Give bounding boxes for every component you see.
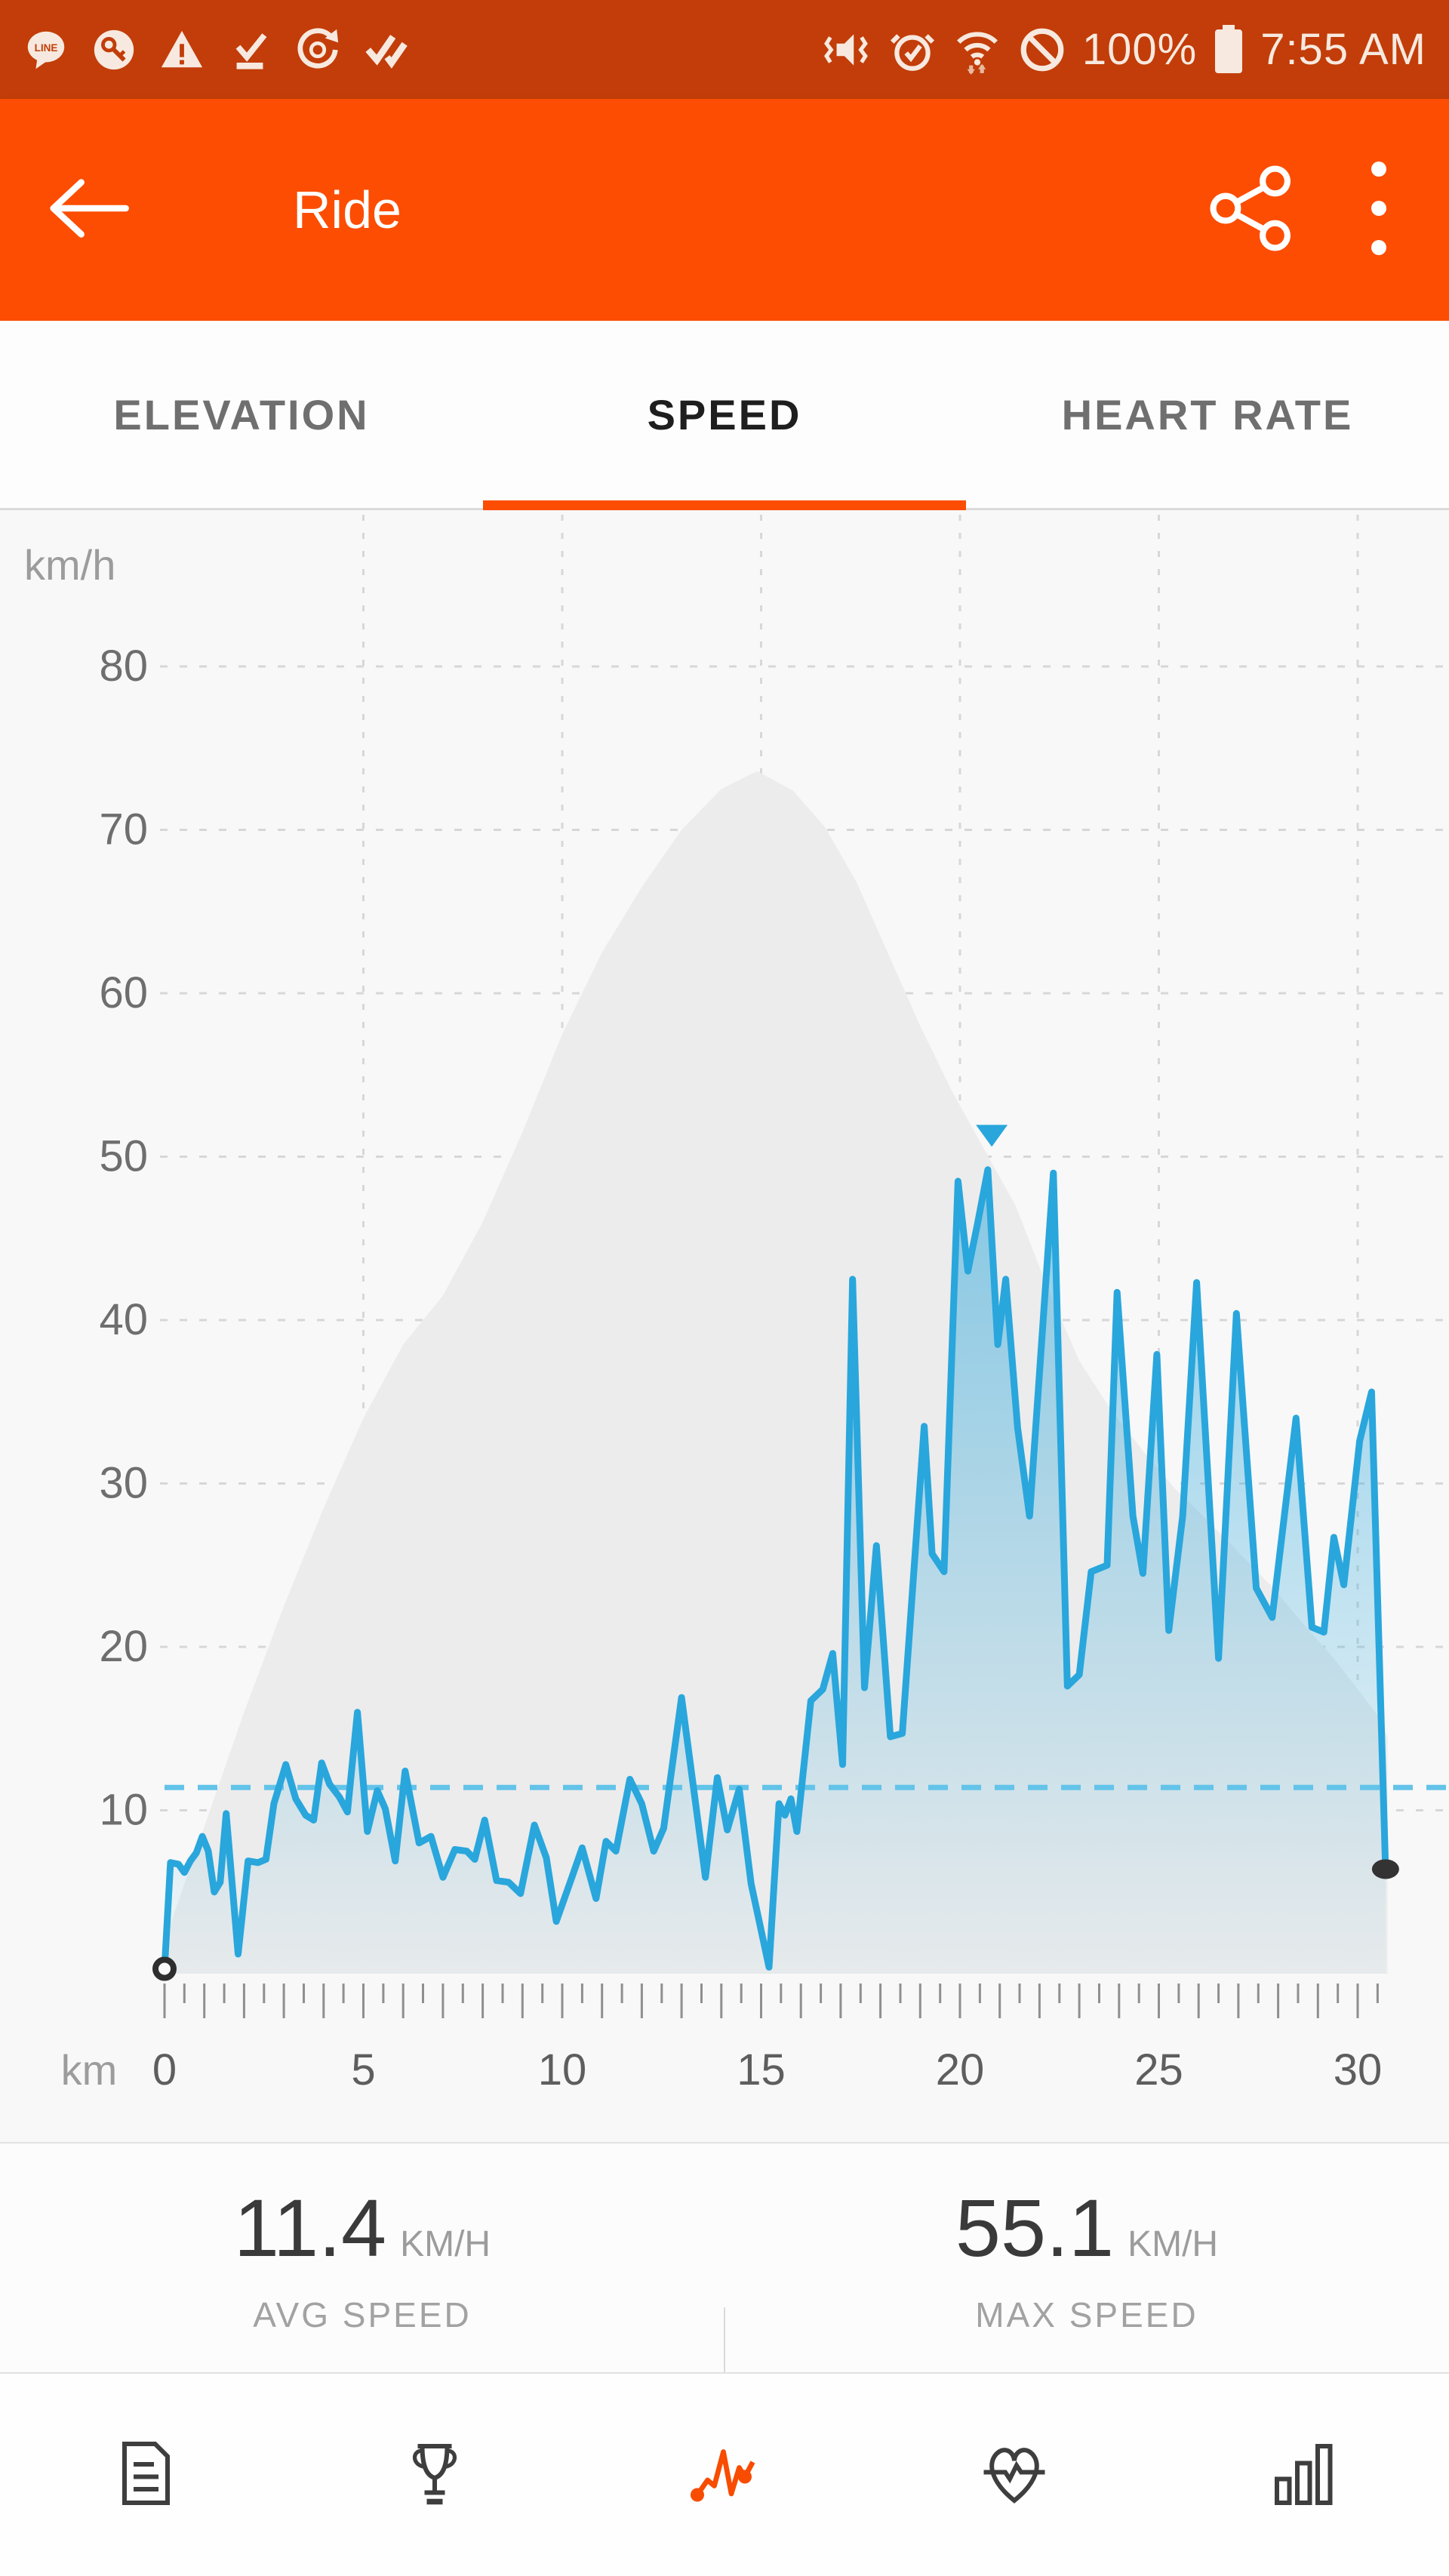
- tab-speed[interactable]: SPEED: [647, 390, 802, 439]
- svg-text:15: 15: [737, 2045, 786, 2094]
- status-bar-system-icons: 100% 7:55 AM: [823, 23, 1426, 76]
- speed-chart-canvas[interactable]: 10 20 30 40 50 60 70 80 km/h 0 5 10 15 20 25 30 km: [0, 510, 1449, 2142]
- battery-percent: 100%: [1081, 25, 1198, 74]
- svg-text:80: 80: [99, 642, 148, 691]
- speed-chart[interactable]: 10 20 30 40 50 60 70 80 km/h 0 5 10 15 20 25 30 km: [0, 510, 1449, 2142]
- bar-chart-icon: [1268, 2437, 1340, 2513]
- check-underline-icon: [226, 26, 273, 73]
- svg-text:60: 60: [99, 968, 148, 1017]
- svg-text:70: 70: [99, 805, 148, 854]
- nav-item-achievements[interactable]: [290, 2374, 580, 2576]
- active-tab-indicator: [483, 500, 966, 510]
- no-signal-icon: [1017, 25, 1067, 75]
- status-time: 7:55 AM: [1260, 25, 1426, 74]
- double-check-icon: [362, 26, 409, 73]
- stats-divider: [724, 2307, 725, 2372]
- nav-item-overview[interactable]: [0, 2374, 290, 2576]
- vibrate-mute-icon: [823, 25, 872, 75]
- avg-speed-stat: 11.4 KM/H AVG SPEED: [0, 2144, 724, 2372]
- avg-speed-label: AVG SPEED: [253, 2295, 472, 2334]
- warning-icon: [158, 26, 205, 73]
- app-bar: Ride: [0, 99, 1449, 321]
- max-speed-value: 55.1: [955, 2182, 1115, 2273]
- svg-text:10: 10: [99, 1786, 148, 1835]
- back-button[interactable]: [0, 174, 174, 247]
- svg-text:10: 10: [538, 2045, 587, 2094]
- nav-item-analysis[interactable]: [580, 2374, 869, 2576]
- max-speed-label: MAX SPEED: [975, 2295, 1198, 2334]
- line-app-icon: LINE: [23, 26, 69, 73]
- status-bar: LINE 100% 7: [0, 0, 1449, 99]
- tab-elevation[interactable]: ELEVATION: [113, 390, 370, 439]
- svg-text:20: 20: [936, 2045, 985, 2094]
- bottom-nav: [0, 2374, 1449, 2576]
- avg-speed-value: 11.4: [233, 2182, 387, 2273]
- battery-icon: [1212, 23, 1245, 76]
- svg-text:50: 50: [99, 1132, 148, 1181]
- svg-text:km: km: [61, 2046, 118, 2094]
- notes-icon: [109, 2437, 181, 2513]
- back-arrow-icon: [42, 174, 131, 247]
- svg-text:LINE: LINE: [35, 42, 58, 53]
- svg-text:5: 5: [351, 2045, 375, 2094]
- svg-text:30: 30: [99, 1459, 148, 1508]
- nav-item-heart-rate[interactable]: [869, 2374, 1159, 2576]
- wifi-arrows-icon: [952, 25, 1002, 75]
- analysis-icon: [688, 2437, 761, 2513]
- svg-text:40: 40: [99, 1295, 148, 1344]
- svg-text:25: 25: [1134, 2045, 1183, 2094]
- sync-clock-icon: [294, 26, 341, 73]
- svg-text:0: 0: [152, 2045, 177, 2094]
- max-speed-stat: 55.1 KM/H MAX SPEED: [724, 2144, 1449, 2372]
- alarm-check-icon: [888, 25, 937, 75]
- nav-item-stats[interactable]: [1159, 2374, 1449, 2576]
- svg-text:20: 20: [99, 1622, 148, 1671]
- stats-panel: 11.4 KM/H AVG SPEED 55.1 KM/H MAX SPEED: [0, 2142, 1449, 2374]
- max-speed-unit: KM/H: [1128, 2224, 1219, 2264]
- avg-speed-unit: KM/H: [400, 2224, 491, 2264]
- share-button[interactable]: [1208, 164, 1297, 257]
- svg-text:30: 30: [1334, 2045, 1383, 2094]
- svg-text:km/h: km/h: [24, 541, 115, 589]
- overflow-menu-button[interactable]: [1369, 157, 1389, 263]
- heart-rate-icon: [978, 2437, 1051, 2513]
- chart-tab-bar: ELEVATION SPEED HEART RATE: [0, 321, 1449, 510]
- page-title: Ride: [293, 180, 401, 239]
- key-icon: [91, 26, 137, 73]
- tab-heart-rate[interactable]: HEART RATE: [1061, 390, 1354, 439]
- status-bar-notification-icons: LINE: [23, 26, 409, 73]
- trophy-icon: [398, 2437, 471, 2513]
